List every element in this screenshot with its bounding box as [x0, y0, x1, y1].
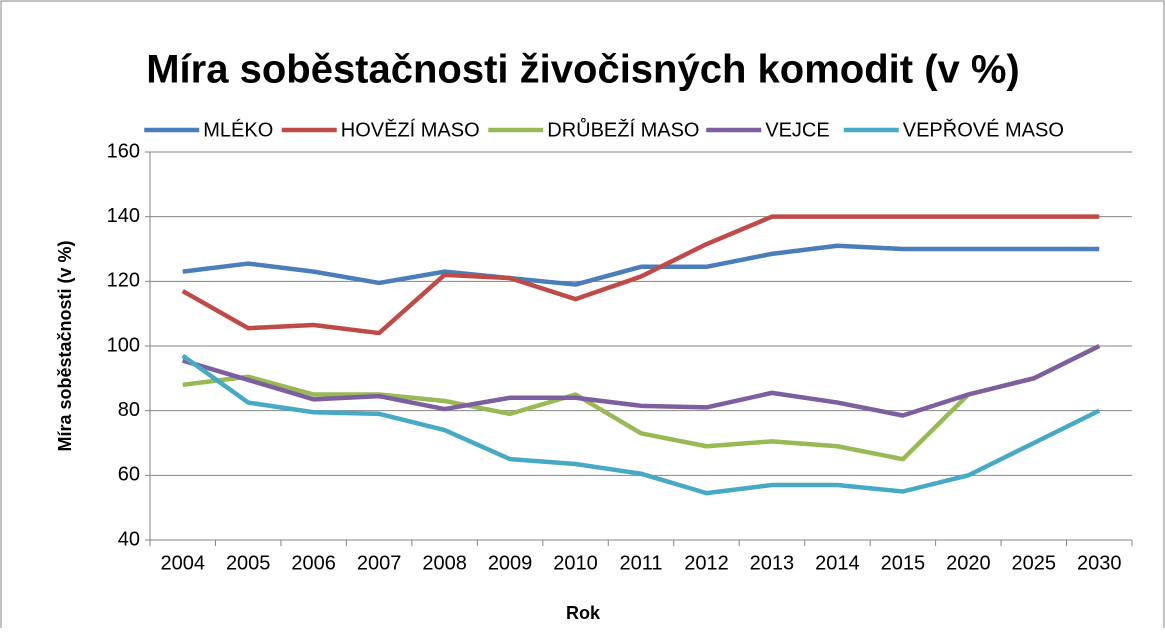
legend-label: MLÉKO [203, 118, 273, 141]
y-tick-label: 140 [107, 205, 140, 227]
chart-title: Míra soběstačnosti živočisných komodit (… [146, 48, 1020, 92]
series-line [182, 343, 1101, 418]
y-tick-label: 40 [118, 528, 140, 550]
x-tick-label: 2014 [815, 552, 860, 574]
legend-label: VEJCE [765, 119, 829, 141]
y-tick-label: 120 [107, 270, 140, 292]
y-tick-label: 160 [107, 140, 140, 162]
x-tick-label: 2012 [684, 552, 729, 574]
x-tick-label: 2007 [357, 552, 402, 574]
series-line [181, 214, 1100, 336]
x-axis-label: Rok [566, 603, 601, 623]
x-tick-label: 2009 [488, 552, 533, 574]
y-axis-label: Míra soběstačnosti (v %) [55, 240, 75, 451]
x-tick-label: 2011 [619, 552, 662, 574]
x-tick-label: 2008 [422, 552, 467, 574]
y-tick-label: 80 [118, 399, 140, 421]
x-tick-label: 2020 [946, 552, 991, 574]
legend-label: DRŮBEŽÍ MASO [547, 117, 699, 141]
x-tick-label: 2005 [226, 552, 271, 574]
series-line [182, 243, 1100, 287]
x-tick-label: 2015 [881, 552, 926, 574]
y-tick-label: 100 [107, 334, 140, 356]
x-tick-label: 2013 [750, 552, 795, 574]
legend-label: VEPŘOVÉ MASO [903, 118, 1064, 141]
series-line [181, 353, 1101, 496]
series-line [182, 343, 1101, 462]
x-tick-label: 2025 [1012, 552, 1057, 574]
x-tick-label: 2010 [553, 552, 598, 574]
x-tick-label: 2030 [1077, 552, 1122, 574]
x-tick-label: 2004 [160, 552, 205, 574]
y-tick-label: 60 [118, 464, 140, 486]
legend-label: HOVĚZÍ MASO [341, 118, 480, 141]
x-tick-label: 2006 [291, 552, 336, 574]
